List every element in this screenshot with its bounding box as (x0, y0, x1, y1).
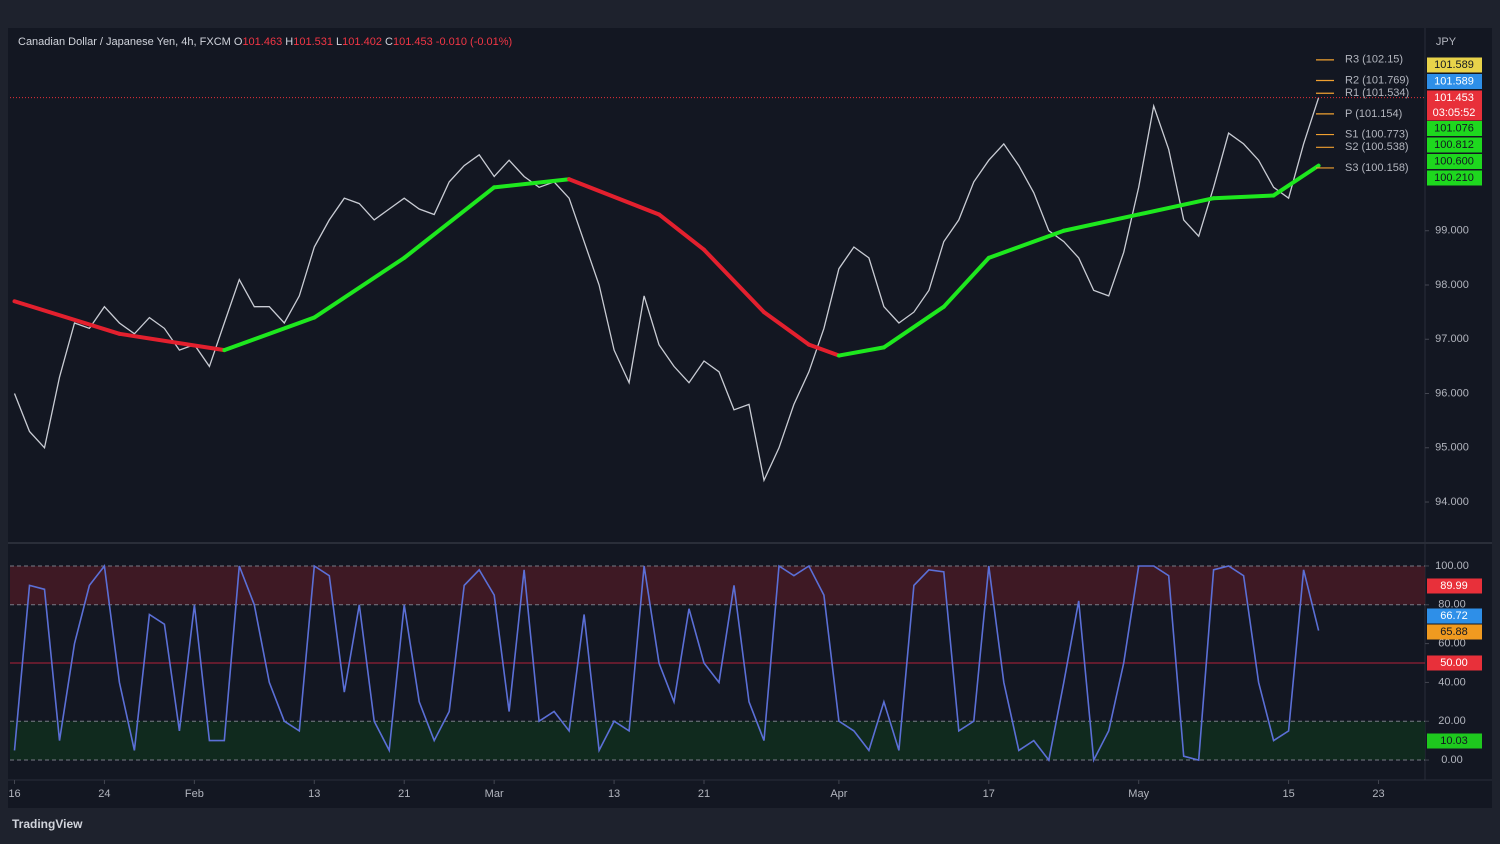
x-tick-label: 23 (1372, 788, 1384, 800)
price-tag-label: 66.72 (1440, 610, 1468, 622)
y-tick-label: 80.00 (1438, 599, 1466, 611)
moving-average-segment (312, 255, 407, 320)
price-tag-label: 100.210 (1434, 172, 1474, 184)
y-tick-label: 98.000 (1435, 279, 1469, 291)
price-tag (1427, 655, 1482, 671)
ohlc-value: 101.402 (342, 36, 382, 48)
pivot-label: R2 (101.769) (1345, 74, 1409, 86)
moving-average-segment (1271, 163, 1321, 198)
price-tag (1427, 57, 1482, 73)
price-tag-label: 89.99 (1440, 580, 1468, 592)
y-tick-label: 0.00 (1441, 754, 1462, 766)
moving-average-segment (941, 255, 991, 309)
moving-average-segment (986, 228, 1066, 260)
price-tag-label: 100.600 (1434, 155, 1474, 167)
band (10, 565, 1425, 605)
price-tag-label: 101.589 (1434, 59, 1474, 71)
price-tag-label: 50.00 (1440, 657, 1468, 669)
moving-average-segment (1061, 212, 1141, 233)
x-tick-label: May (1128, 788, 1149, 800)
countdown: 03:05:52 (1433, 107, 1476, 119)
moving-average-segment (567, 177, 662, 217)
pivot-label: S1 (100.773) (1345, 128, 1409, 140)
y-tick-label: 60.00 (1438, 638, 1466, 650)
brand: TradingView (12, 817, 83, 831)
price-tag (1427, 170, 1482, 186)
x-tick-label: 13 (608, 788, 620, 800)
y-tick-label: 97.000 (1435, 333, 1469, 345)
moving-average-segment (492, 177, 572, 190)
x-tick-label: Mar (485, 788, 504, 800)
moving-average-segment (881, 304, 946, 350)
y-tick-label: 20.00 (1438, 715, 1466, 727)
moving-average-segment (222, 315, 317, 353)
price-tag (1427, 608, 1482, 624)
ohlc-value: 101.531 (293, 36, 333, 48)
pivot-label: P (101.154) (1345, 108, 1402, 120)
chart-background (8, 28, 1492, 808)
ohlc: O101.463 H101.531 L101.402 C101.453 (234, 36, 436, 48)
series-line (13, 563, 1320, 763)
price-tag (1427, 74, 1482, 89)
series-line (13, 97, 1320, 483)
moving-average-segment (12, 299, 122, 336)
price-tag-label: 65.88 (1440, 626, 1468, 638)
price-tag (1427, 90, 1482, 121)
y-tick-label: 96.000 (1435, 387, 1469, 399)
legend-header: Canadian Dollar / Japanese Yen, 4h, FXCM… (18, 36, 512, 48)
price-tag (1427, 578, 1482, 594)
pivot-label: R3 (102.15) (1345, 54, 1403, 66)
x-tick-label: 21 (698, 788, 710, 800)
x-tick-label: 17 (983, 788, 995, 800)
price-tag (1427, 154, 1482, 169)
x-tick-label: Apr (830, 788, 847, 800)
price-tag-label: 101.589 (1434, 75, 1474, 87)
y-tick-label: 100.00 (1435, 560, 1469, 572)
pivot-label: S3 (100.158) (1345, 162, 1409, 174)
price-tag-label: 101.453 (1434, 92, 1474, 104)
moving-average-segment (1211, 193, 1276, 201)
price-tag (1427, 137, 1482, 153)
price-tag-label: 101.076 (1434, 122, 1474, 134)
price-tag (1427, 733, 1482, 749)
pivot-label: S2 (100.538) (1345, 141, 1409, 153)
band (10, 721, 1425, 761)
x-tick-label: 16 (8, 788, 20, 800)
moving-average-segment (657, 212, 707, 252)
y-tick-label: 40.00 (1438, 676, 1466, 688)
ohlc-key: L (336, 36, 343, 48)
price-tag-label: 100.812 (1434, 139, 1474, 151)
y-tick-label: 94.000 (1435, 496, 1469, 508)
moving-average-segment (761, 310, 811, 347)
symbol: Canadian Dollar / Japanese Yen, 4h, FXCM (18, 36, 231, 48)
x-tick-label: 21 (398, 788, 410, 800)
ohlc-value: 101.463 (242, 36, 283, 48)
pivot-label: R1 (101.534) (1345, 87, 1409, 99)
ohlc-key: O (233, 36, 243, 48)
moving-average-segment (402, 185, 497, 260)
ohlc-key: H (285, 36, 294, 48)
x-tick-label: 24 (98, 788, 110, 800)
moving-average-segment (806, 342, 841, 358)
price-tag-label: 10.03 (1440, 735, 1468, 747)
currency: JPY (1436, 36, 1457, 48)
y-tick-label: 99.000 (1435, 225, 1469, 237)
change: -0.010 (-0.01%) (435, 36, 513, 48)
price-tag (1427, 121, 1482, 136)
moving-average-segment (117, 331, 227, 353)
ohlc-key: C (385, 36, 393, 48)
moving-average-segment (836, 345, 886, 358)
ohlc-value: 101.453 (392, 36, 433, 48)
price-tag (1427, 624, 1482, 640)
y-tick-label: 95.000 (1435, 442, 1469, 454)
x-tick-label: 13 (308, 788, 320, 800)
moving-average-segment (1136, 196, 1216, 217)
x-tick-label: 15 (1282, 788, 1294, 800)
x-tick-label: Feb (185, 788, 204, 800)
moving-average-segment (702, 247, 766, 315)
